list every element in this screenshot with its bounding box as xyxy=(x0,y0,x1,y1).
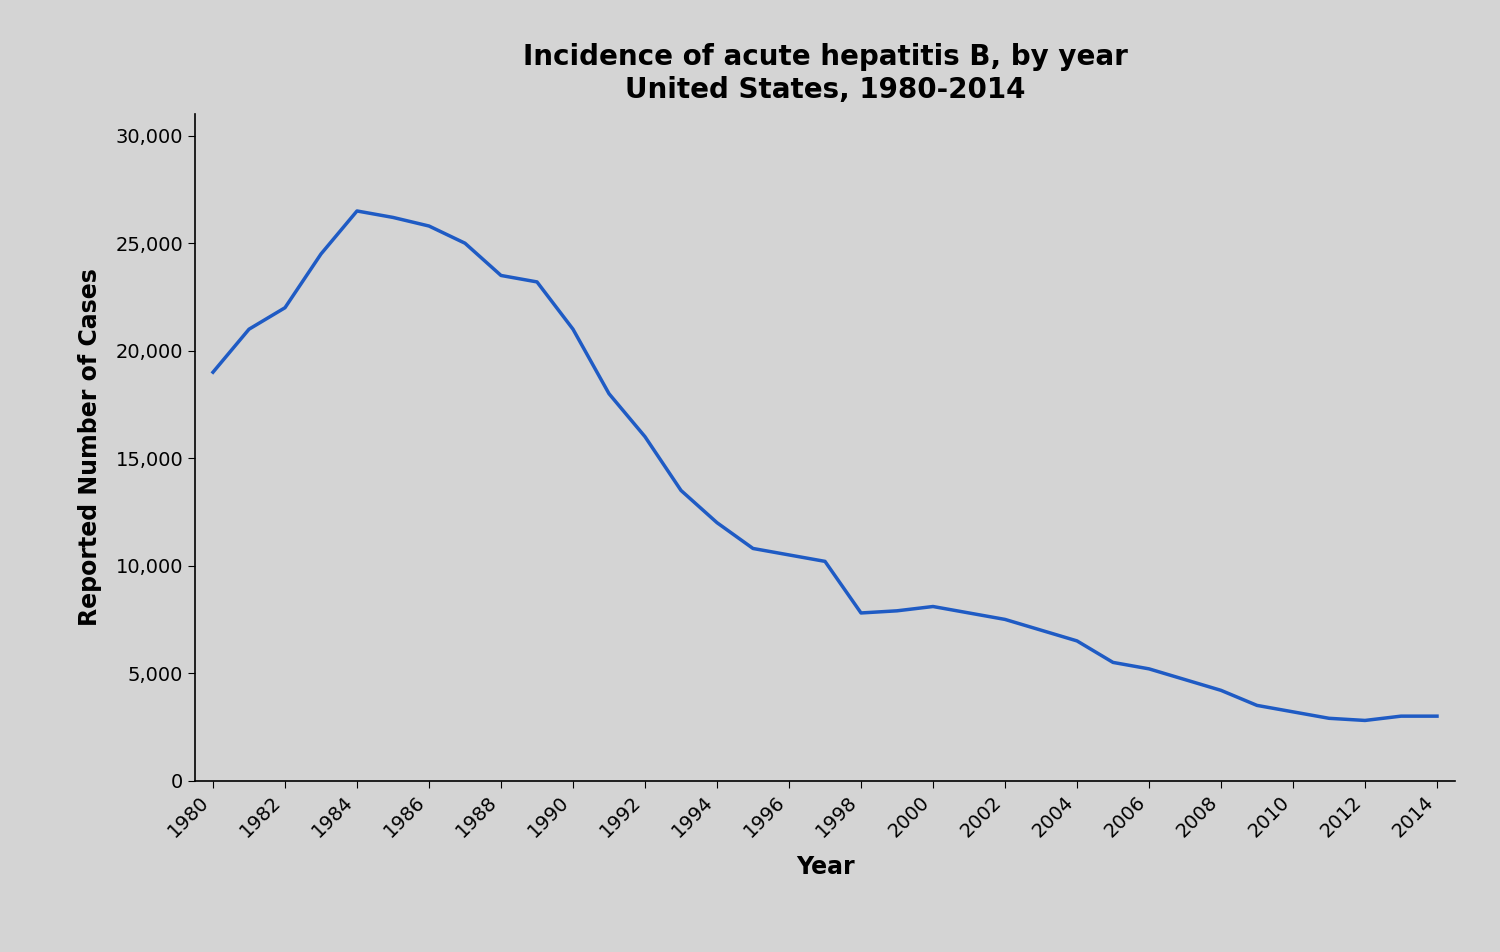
Title: Incidence of acute hepatitis B, by year
United States, 1980-2014: Incidence of acute hepatitis B, by year … xyxy=(522,43,1128,104)
Y-axis label: Reported Number of Cases: Reported Number of Cases xyxy=(78,268,102,626)
X-axis label: Year: Year xyxy=(795,855,855,879)
